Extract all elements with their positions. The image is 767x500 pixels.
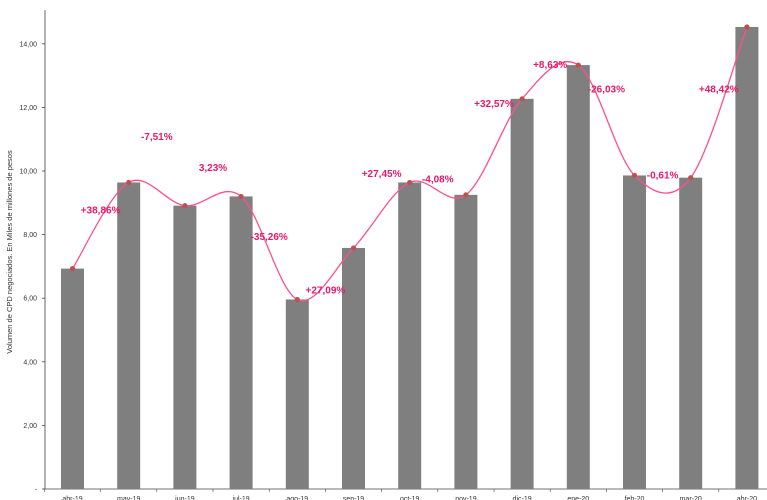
- bar: [229, 196, 253, 489]
- change-label: +38,86%: [81, 206, 121, 217]
- y-axis-label: Volumen de CPD negociados. En Miles de m…: [5, 150, 14, 354]
- y-tick-label: 6,00: [23, 296, 37, 303]
- x-tick-label: jul-19: [232, 496, 250, 500]
- change-label: +27,45%: [362, 169, 402, 180]
- change-label: -0,61%: [647, 171, 679, 182]
- change-label: -35,26%: [251, 232, 288, 243]
- x-tick-label: abr-19: [62, 496, 82, 500]
- line-point: [294, 296, 300, 303]
- line-point: [519, 96, 525, 102]
- change-labels: +38,86% -7,51% 3,23% -35,26% +27,09% +27,45% -…: [81, 60, 739, 297]
- line-point: [126, 179, 132, 186]
- line-point: [575, 62, 581, 68]
- bar: [510, 98, 534, 490]
- x-axis-ticks: abr-19 may-19 jun-19 jul-19 ago-19 sep-19 oct-…: [44, 489, 757, 500]
- line-point: [182, 203, 188, 209]
- line-point: [688, 175, 694, 181]
- bar: [735, 26, 759, 490]
- x-tick-label: ago-19: [286, 496, 308, 500]
- y-tick-label: 8,00: [23, 232, 37, 239]
- change-label: 3,23%: [199, 163, 227, 174]
- line-point: [407, 179, 413, 186]
- line-point: [463, 192, 469, 198]
- y-axis-ticks: - 2,00 4,00 6,00 8,00 10,00 12,00 14,00: [19, 41, 45, 494]
- change-label: +8,63%: [533, 60, 567, 71]
- x-tick-label: sep-19: [343, 496, 365, 500]
- x-tick-label: jun-19: [174, 496, 195, 500]
- y-tick-label: 14,00: [19, 41, 37, 48]
- y-tick-label: 4,00: [23, 359, 37, 366]
- y-tick-label: 12,00: [19, 105, 37, 112]
- x-tick-label: abr-20: [737, 496, 757, 500]
- x-tick-label: ene-20: [567, 496, 589, 500]
- change-label: -4,08%: [422, 175, 454, 186]
- change-label: +48,42%: [699, 84, 739, 95]
- y-tick-label: 2,00: [23, 423, 37, 430]
- x-tick-label: mar-20: [680, 496, 702, 500]
- x-tick-label: nov-19: [455, 496, 477, 500]
- bar: [566, 65, 590, 489]
- x-tick-label: oct-19: [400, 496, 420, 500]
- line-point: [350, 245, 357, 251]
- line-point: [69, 266, 76, 272]
- bar: [285, 299, 309, 489]
- line-point: [631, 172, 638, 179]
- line-point: [238, 193, 244, 200]
- bar: [454, 194, 478, 489]
- x-tick-label: dic-19: [513, 496, 532, 500]
- change-label: -26,03%: [588, 84, 625, 95]
- bars: [61, 26, 759, 490]
- change-label: +27,09%: [306, 286, 346, 297]
- bar: [173, 205, 197, 490]
- y-tick-label: -: [35, 487, 38, 494]
- bar: [398, 182, 422, 489]
- bar: [623, 175, 646, 489]
- x-tick-label: feb-20: [625, 496, 645, 500]
- bar: [61, 268, 84, 489]
- trend-line: [69, 24, 750, 303]
- bar: [679, 177, 703, 490]
- y-tick-label: 10,00: [19, 169, 37, 176]
- x-tick-label: may-19: [117, 496, 140, 500]
- bar: [117, 182, 141, 489]
- change-label: +32,57%: [474, 99, 514, 110]
- bar: [342, 247, 365, 489]
- change-label: -7,51%: [141, 132, 173, 143]
- line-point: [744, 24, 750, 30]
